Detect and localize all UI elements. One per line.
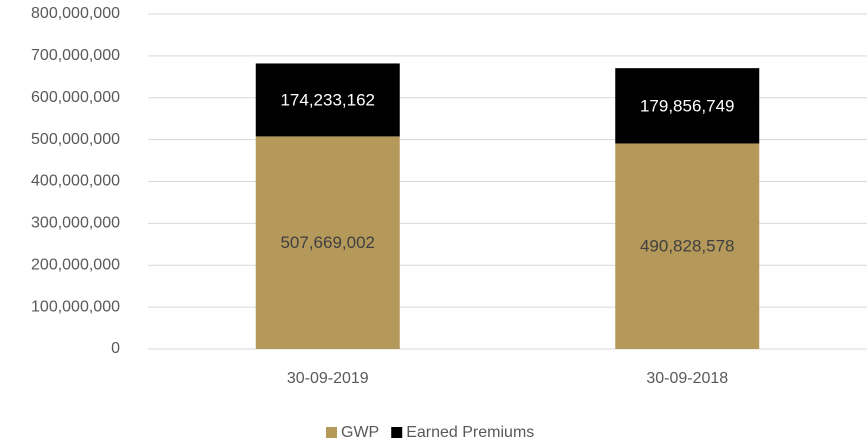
data-label: 179,856,749 — [640, 96, 735, 115]
y-tick-label: 100,000,000 — [31, 298, 120, 315]
y-tick-label: 500,000,000 — [31, 131, 120, 148]
x-tick-label: 30-09-2019 — [287, 370, 369, 387]
y-tick-label: 700,000,000 — [31, 47, 120, 64]
legend-swatch — [326, 427, 337, 438]
y-tick-label: 400,000,000 — [31, 173, 120, 190]
bar-segment — [255, 136, 400, 349]
legend-label: Earned Premiums — [406, 424, 534, 441]
bar-segment — [255, 63, 400, 137]
y-tick-label: 800,000,000 — [31, 5, 120, 22]
data-label: 490,828,578 — [640, 237, 735, 256]
bar-segment — [615, 143, 760, 349]
legend-swatch — [391, 427, 403, 438]
data-label: 507,669,002 — [280, 233, 375, 252]
data-label: 174,233,162 — [280, 90, 375, 109]
y-tick-label: 0 — [111, 340, 120, 357]
y-tick-label: 600,000,000 — [31, 89, 120, 106]
legend-label: GWP — [341, 424, 379, 441]
y-tick-label: 300,000,000 — [31, 215, 120, 232]
bar-segment — [615, 68, 760, 144]
x-tick-label: 30-09-2018 — [646, 370, 728, 387]
y-tick-label: 200,000,000 — [31, 256, 120, 273]
